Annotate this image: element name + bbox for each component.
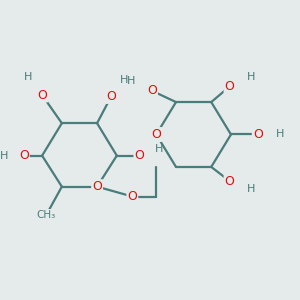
Text: H: H bbox=[24, 72, 32, 82]
Text: H: H bbox=[155, 144, 163, 154]
Text: H: H bbox=[276, 130, 284, 140]
Text: O: O bbox=[134, 149, 144, 162]
Text: H: H bbox=[0, 151, 8, 160]
Text: O: O bbox=[225, 175, 235, 188]
Text: CH₃: CH₃ bbox=[37, 210, 56, 220]
Text: H: H bbox=[247, 72, 255, 82]
Text: O: O bbox=[92, 180, 102, 193]
Text: O: O bbox=[151, 128, 161, 141]
Text: O: O bbox=[19, 149, 29, 162]
Text: H: H bbox=[247, 184, 255, 194]
Text: O: O bbox=[225, 80, 235, 93]
Text: O: O bbox=[253, 128, 263, 141]
Text: O: O bbox=[147, 84, 157, 97]
Text: H: H bbox=[120, 74, 128, 85]
Text: O: O bbox=[37, 88, 47, 101]
Text: H: H bbox=[127, 76, 135, 86]
Text: O: O bbox=[106, 90, 116, 103]
Text: O: O bbox=[128, 190, 137, 203]
